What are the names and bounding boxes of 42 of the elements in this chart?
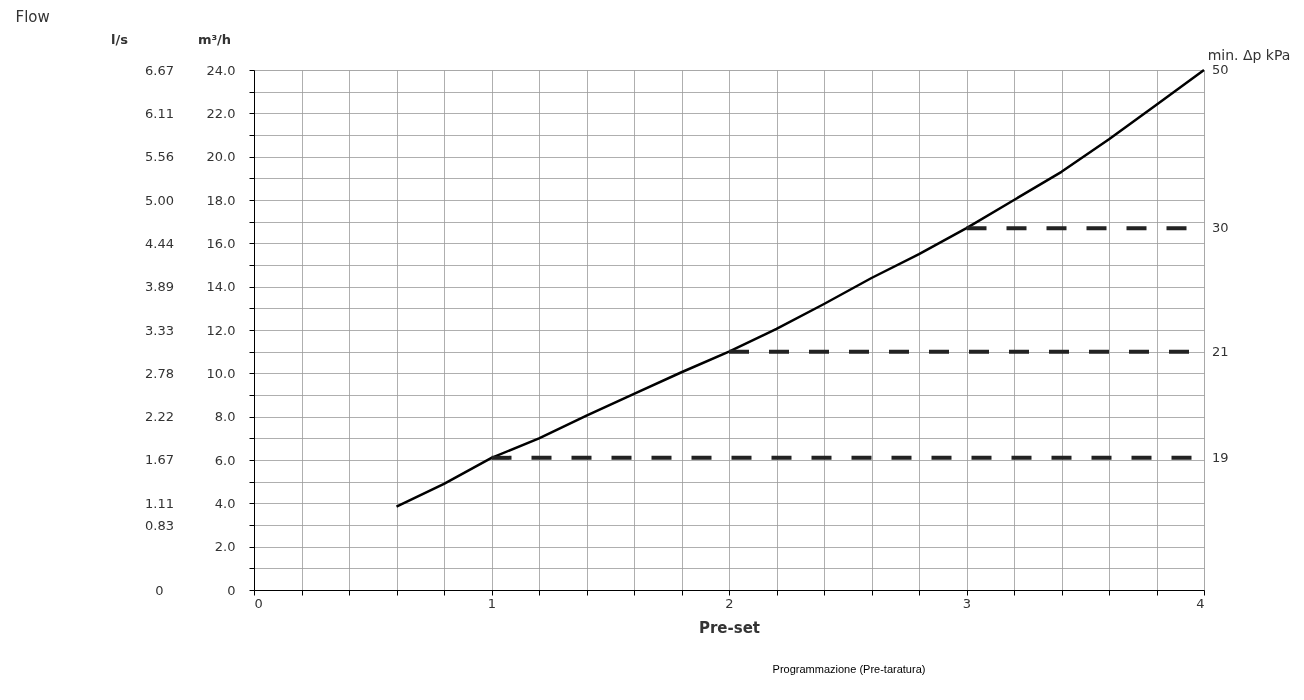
y3-tick-label: 3.89	[145, 279, 174, 295]
y3-tick-label: 1.11	[145, 495, 174, 511]
y3-tick-label: 5.56	[145, 149, 174, 165]
y-tick-label: 20.0	[206, 149, 236, 165]
y3-tick-label: 4.44	[145, 236, 174, 252]
x-tick-label: 1	[487, 595, 497, 611]
y-tick-label: 12.0	[206, 322, 236, 338]
y3-tick-label: 2.22	[145, 409, 174, 425]
x-tick-label: 0	[254, 595, 263, 611]
y-tick-label: 16.0	[206, 235, 236, 251]
y-tick-label: 24.0	[206, 62, 236, 78]
series-label: 21	[1212, 343, 1229, 359]
text: Programmazione (Pre-taratura)	[772, 663, 926, 675]
line-series	[395, 68, 1206, 508]
y-tick-label: 8.0	[214, 409, 236, 425]
y3-tick-label: 3.33	[145, 322, 174, 338]
y-tick-label: 4.0	[214, 495, 236, 511]
y-tick-label: 18.0	[206, 192, 236, 208]
x-axis-title: Pre-set	[698, 618, 761, 637]
legend-title: min. Δp kPa	[1207, 47, 1291, 63]
y3-tick-label: 6.67	[145, 62, 174, 78]
y-tick-label: 14.0	[206, 279, 236, 295]
x-tick-label: 4	[1196, 595, 1205, 611]
y3-tick-label: 2.78	[145, 365, 174, 381]
series-label: 50	[1212, 62, 1229, 77]
y3-tick-label: 1.67	[145, 452, 174, 468]
y-tick-label: 0	[227, 582, 236, 598]
y-tick-label: 10.0	[206, 365, 236, 381]
x-tick-label: 2	[725, 595, 734, 611]
text: Flow	[15, 8, 50, 26]
y3-tick-label: 5.00	[145, 192, 174, 208]
y-tick-label: 2.0	[214, 539, 236, 555]
y-axis-title: m³/h	[197, 31, 232, 47]
y3-tick-label: 0.83	[145, 517, 174, 533]
y-tick-label: 6.0	[214, 452, 236, 468]
series-label: 30	[1212, 220, 1229, 236]
x-tick-label: 3	[962, 595, 972, 611]
y3-tick-label: 6.11	[145, 106, 174, 122]
y3-axis-title: l/s	[111, 31, 129, 47]
y3-tick-label: 0	[155, 582, 164, 598]
series-label: 19	[1212, 449, 1229, 465]
y-tick-label: 22.0	[206, 105, 236, 121]
